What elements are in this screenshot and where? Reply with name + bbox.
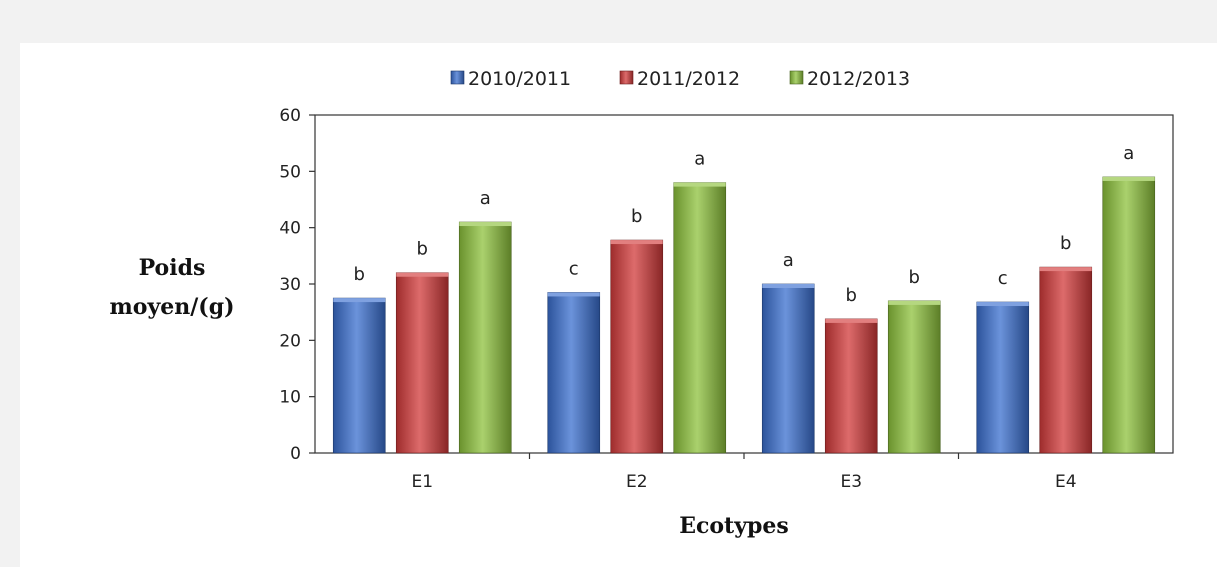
y-tick-label: 20	[279, 331, 301, 351]
chart-area: 2010/2011 2011/2012 2012/2013 0 10 20 30 40 50 6…	[20, 43, 1217, 567]
x-tick-label-e3: E3	[840, 472, 862, 492]
bar-cap	[1102, 176, 1155, 181]
y-tick-label: 0	[290, 444, 301, 464]
bar-e3-0	[761, 283, 815, 454]
y-tick-label: 40	[279, 219, 301, 239]
bar-e2-2	[673, 182, 727, 454]
bar-chart: 2010/2011 2011/2012 2012/2013 0 10 20 30 40 50 6…	[110, 68, 1174, 539]
x-tick-label-e4: E4	[1055, 472, 1077, 492]
bar-e4-2	[1102, 176, 1156, 454]
y-axis-title-line-1: Poids	[139, 255, 206, 281]
x-axis: E1 E2 E3 E4	[411, 453, 1077, 492]
bar-e3-2	[887, 300, 941, 454]
significance-label: c	[998, 268, 1008, 289]
y-tick-label: 50	[279, 162, 301, 182]
legend-label: 2012/2013	[807, 68, 910, 90]
legend-label: 2011/2012	[637, 68, 740, 90]
legend-swatch	[789, 70, 804, 85]
bar-e4-0	[976, 301, 1030, 454]
significance-label: b	[846, 285, 857, 306]
y-tick-label: 30	[279, 275, 301, 295]
significance-label: a	[1123, 143, 1134, 164]
bar-cap	[547, 292, 600, 297]
bar-cap	[825, 318, 878, 323]
legend-label: 2010/2011	[468, 68, 571, 90]
bar-e3-1	[824, 318, 878, 454]
bar-e1-0	[332, 297, 386, 454]
bar-cap	[888, 300, 941, 305]
x-tick-label-e2: E2	[626, 472, 648, 492]
significance-label: b	[417, 239, 428, 260]
bar-e2-0	[547, 292, 601, 454]
significance-label: b	[909, 267, 920, 288]
bar-cap	[1039, 267, 1092, 272]
x-tick-label-e1: E1	[411, 472, 433, 492]
legend-swatch	[450, 70, 465, 85]
legend-swatch	[619, 70, 634, 85]
bar-e1-2	[458, 221, 512, 454]
y-axis-title-line-2: moyen/(g)	[110, 294, 235, 320]
bar-e1-1	[395, 272, 449, 454]
bar-cap	[396, 272, 449, 277]
bar-cap	[610, 240, 663, 245]
bar-cap	[673, 182, 726, 187]
significance-label: b	[1060, 233, 1071, 254]
y-tick-label: 10	[279, 388, 301, 408]
bar-e4-1	[1039, 266, 1093, 454]
bar-e2-1	[610, 239, 664, 454]
bars: b b a c b a a b b c b a	[332, 143, 1156, 454]
bar-cap	[762, 284, 815, 288]
legend: 2010/2011 2011/2012 2012/2013	[450, 68, 910, 90]
y-tick-label: 60	[279, 106, 301, 126]
significance-label: b	[354, 264, 365, 285]
bar-cap	[976, 302, 1029, 307]
significance-label: c	[569, 258, 579, 279]
significance-label: a	[783, 250, 794, 271]
bar-cap	[459, 222, 512, 227]
significance-label: b	[631, 206, 642, 227]
significance-label: a	[694, 149, 705, 170]
significance-label: a	[480, 188, 491, 209]
x-axis-title: Ecotypes	[679, 513, 789, 539]
bar-cap	[333, 298, 386, 303]
